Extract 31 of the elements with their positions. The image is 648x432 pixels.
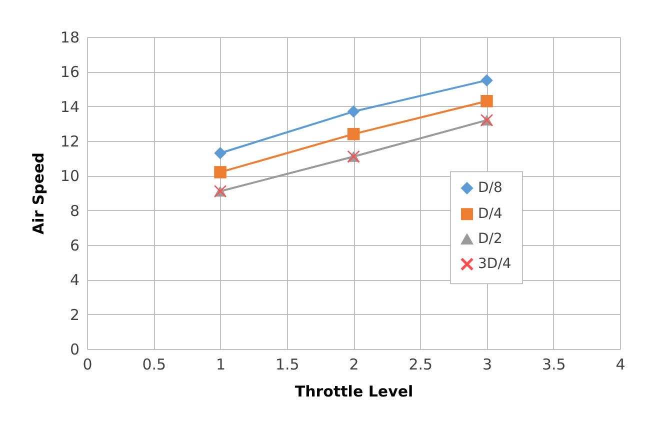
x-tick-label: 3	[482, 356, 492, 374]
y-tick-label: 16	[60, 63, 80, 82]
y-tick-label: 4	[70, 271, 80, 290]
y-tick-label: 6	[70, 236, 80, 254]
y-tick-label: 12	[60, 132, 80, 150]
point	[480, 74, 493, 86]
legend-label: D/4	[478, 206, 502, 222]
legend-label: D/8	[478, 180, 502, 196]
y-tick-label: 8	[70, 202, 80, 220]
x-tick-label: 2.5	[408, 356, 433, 374]
x-tick-label: 1.5	[275, 356, 300, 374]
point	[214, 147, 226, 160]
y-tick-label: 2	[70, 306, 80, 324]
x-tick-label: 3.5	[542, 356, 566, 374]
x-tick-label: 0.5	[142, 356, 166, 374]
legend-label: D/2	[478, 231, 502, 248]
point	[347, 128, 360, 140]
x-axis-title: Throttle Level	[294, 382, 414, 400]
y-axis-title: Air Speed	[29, 152, 48, 234]
point	[347, 105, 360, 118]
y-tick-label: 14	[60, 98, 80, 116]
y-tick-label: 18	[60, 28, 80, 46]
x-tick-label: 1	[216, 356, 226, 374]
x-tick-label: 4	[616, 356, 626, 374]
point	[480, 95, 493, 108]
x-tick-label: 0	[82, 356, 92, 374]
x-tick-label: 2	[349, 356, 359, 374]
legend-label: 3D/4	[478, 256, 512, 272]
y-tick-label: 10	[60, 167, 80, 186]
y-tick-label: 0	[70, 340, 80, 358]
point	[214, 166, 226, 178]
